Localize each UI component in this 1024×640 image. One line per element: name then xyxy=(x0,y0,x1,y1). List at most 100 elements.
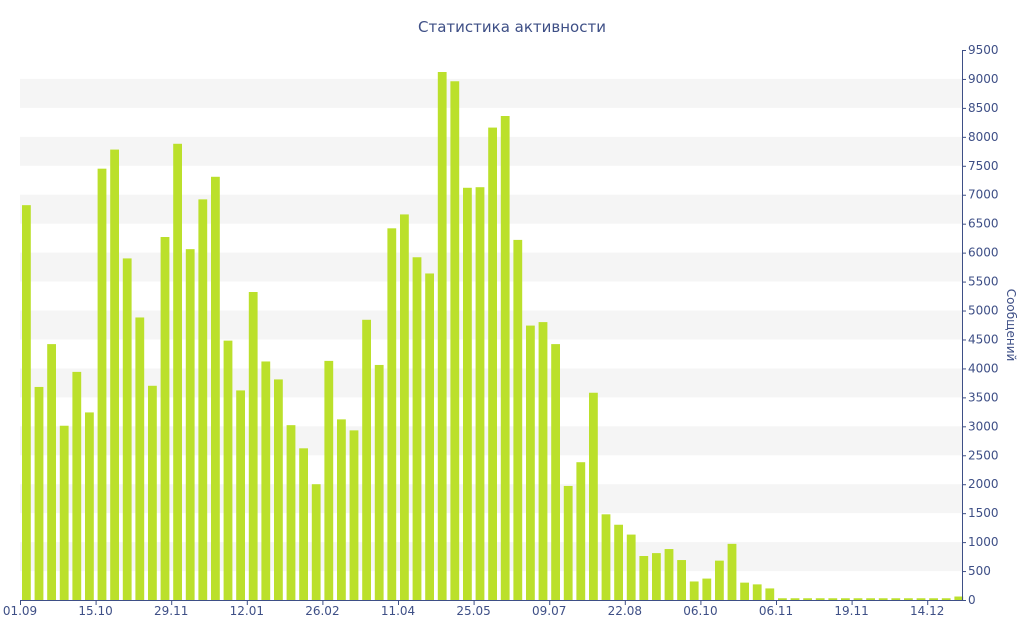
bar[interactable] xyxy=(337,419,346,600)
bar[interactable] xyxy=(160,237,170,600)
bar[interactable] xyxy=(664,549,674,600)
bar[interactable] xyxy=(576,462,586,600)
bar[interactable] xyxy=(72,371,82,600)
bar[interactable] xyxy=(954,596,964,600)
bar[interactable] xyxy=(412,257,422,600)
bar[interactable] xyxy=(135,317,145,600)
bar[interactable] xyxy=(274,379,283,600)
bar[interactable] xyxy=(450,81,460,600)
x-tick-label: 06.10 xyxy=(683,604,717,618)
bar[interactable] xyxy=(362,319,371,600)
bar[interactable] xyxy=(349,430,359,600)
y-tick-label: 3500 xyxy=(968,390,999,404)
y-tick-label: 1000 xyxy=(968,535,999,549)
bar[interactable] xyxy=(488,127,497,600)
bar[interactable] xyxy=(878,598,888,600)
y-tick-label: 8000 xyxy=(968,130,999,144)
bar[interactable] xyxy=(248,292,258,600)
bar[interactable] xyxy=(677,560,686,600)
bar[interactable] xyxy=(22,205,31,600)
bar[interactable] xyxy=(148,385,157,600)
y-tick-label: 7000 xyxy=(968,188,999,202)
bar[interactable] xyxy=(563,485,573,600)
bars xyxy=(22,72,964,601)
bar[interactable] xyxy=(702,578,712,600)
bar[interactable] xyxy=(866,598,875,600)
bar[interactable] xyxy=(387,228,397,600)
grid-band xyxy=(20,78,962,108)
bar[interactable] xyxy=(941,598,951,600)
y-tick-label: 6500 xyxy=(968,217,999,231)
bar[interactable] xyxy=(626,534,636,600)
bar[interactable] xyxy=(374,364,384,600)
bar[interactable] xyxy=(173,143,182,601)
bar[interactable] xyxy=(286,425,296,600)
bar[interactable] xyxy=(790,598,800,600)
x-tick-label: 22.08 xyxy=(608,604,642,618)
bar[interactable] xyxy=(425,273,434,600)
bar[interactable] xyxy=(538,322,548,600)
x-tick-label: 12.01 xyxy=(230,604,264,618)
bar[interactable] xyxy=(904,598,913,600)
bar[interactable] xyxy=(85,412,94,600)
bar[interactable] xyxy=(841,598,850,600)
bar[interactable] xyxy=(47,344,56,600)
bar[interactable] xyxy=(198,199,208,600)
bar[interactable] xyxy=(122,258,132,600)
y-tick-label: 2500 xyxy=(968,448,999,462)
bar[interactable] xyxy=(828,598,838,600)
bar[interactable] xyxy=(34,386,44,600)
bar[interactable] xyxy=(97,168,107,600)
bar[interactable] xyxy=(475,187,485,600)
bar[interactable] xyxy=(500,116,510,600)
bar[interactable] xyxy=(740,582,749,600)
y-tick-label: 1500 xyxy=(968,506,999,520)
bar[interactable] xyxy=(513,239,523,600)
y-tick-label: 8500 xyxy=(968,101,999,115)
y-tick-label: 4500 xyxy=(968,332,999,346)
bar[interactable] xyxy=(652,553,661,600)
bar[interactable] xyxy=(727,543,737,600)
bar[interactable] xyxy=(752,584,762,600)
x-tick-label: 25.05 xyxy=(456,604,490,618)
bar[interactable] xyxy=(589,392,598,600)
bar[interactable] xyxy=(185,249,195,600)
bar[interactable] xyxy=(765,588,775,600)
bar[interactable] xyxy=(815,598,825,600)
y-tick-label: 2000 xyxy=(968,477,999,491)
bar[interactable] xyxy=(437,72,447,600)
bar[interactable] xyxy=(59,425,69,600)
x-tick-label: 29.11 xyxy=(154,604,188,618)
bar[interactable] xyxy=(400,214,409,601)
y-tick-label: 4000 xyxy=(968,361,999,375)
bar[interactable] xyxy=(324,360,334,600)
bar[interactable] xyxy=(929,598,938,600)
bar[interactable] xyxy=(639,556,649,600)
x-tick-label: 26.02 xyxy=(305,604,339,618)
bar[interactable] xyxy=(463,187,472,601)
bar[interactable] xyxy=(236,390,245,600)
bar[interactable] xyxy=(311,484,321,600)
bar[interactable] xyxy=(689,581,699,600)
bar[interactable] xyxy=(299,448,308,600)
bar[interactable] xyxy=(211,176,220,601)
x-tick-label: 11.04 xyxy=(381,604,415,618)
bar[interactable] xyxy=(916,598,926,600)
chart-title: Статистика активности xyxy=(418,18,606,36)
bar[interactable] xyxy=(110,149,119,600)
bar[interactable] xyxy=(715,560,724,600)
x-tick-label: 19.11 xyxy=(834,604,868,618)
bar[interactable] xyxy=(778,598,787,600)
bar[interactable] xyxy=(526,325,535,600)
axes: 0 500 1000 1500 2000 2500 3000 3500 4000 4500 5000… xyxy=(3,43,999,618)
bar[interactable] xyxy=(223,340,233,600)
bar[interactable] xyxy=(614,524,623,600)
bar[interactable] xyxy=(551,344,560,600)
y-tick-label: 9500 xyxy=(968,43,999,57)
bar[interactable] xyxy=(891,598,901,600)
bar[interactable] xyxy=(261,361,271,600)
bar[interactable] xyxy=(853,598,863,600)
bar[interactable] xyxy=(803,598,812,600)
bar[interactable] xyxy=(601,514,611,600)
